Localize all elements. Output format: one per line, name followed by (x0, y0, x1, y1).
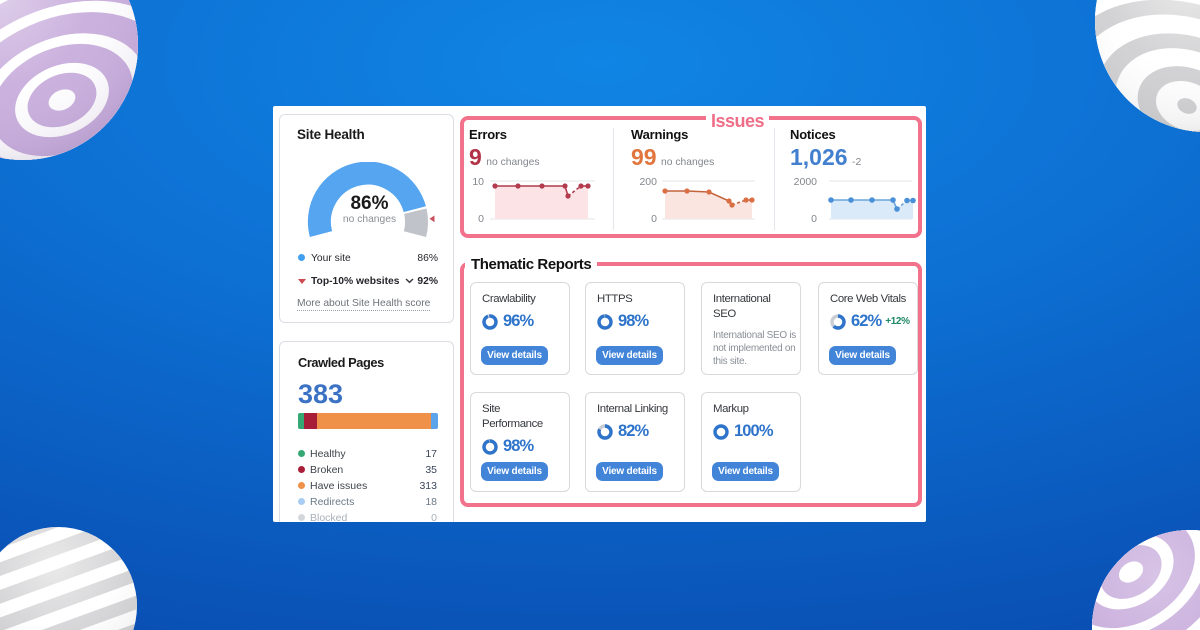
svg-text:10: 10 (472, 176, 484, 188)
svg-text:0: 0 (811, 213, 817, 224)
svg-text:200: 200 (639, 176, 657, 188)
svg-text:0: 0 (651, 213, 657, 224)
svg-text:2000: 2000 (794, 176, 818, 188)
svg-text:0: 0 (478, 213, 484, 224)
